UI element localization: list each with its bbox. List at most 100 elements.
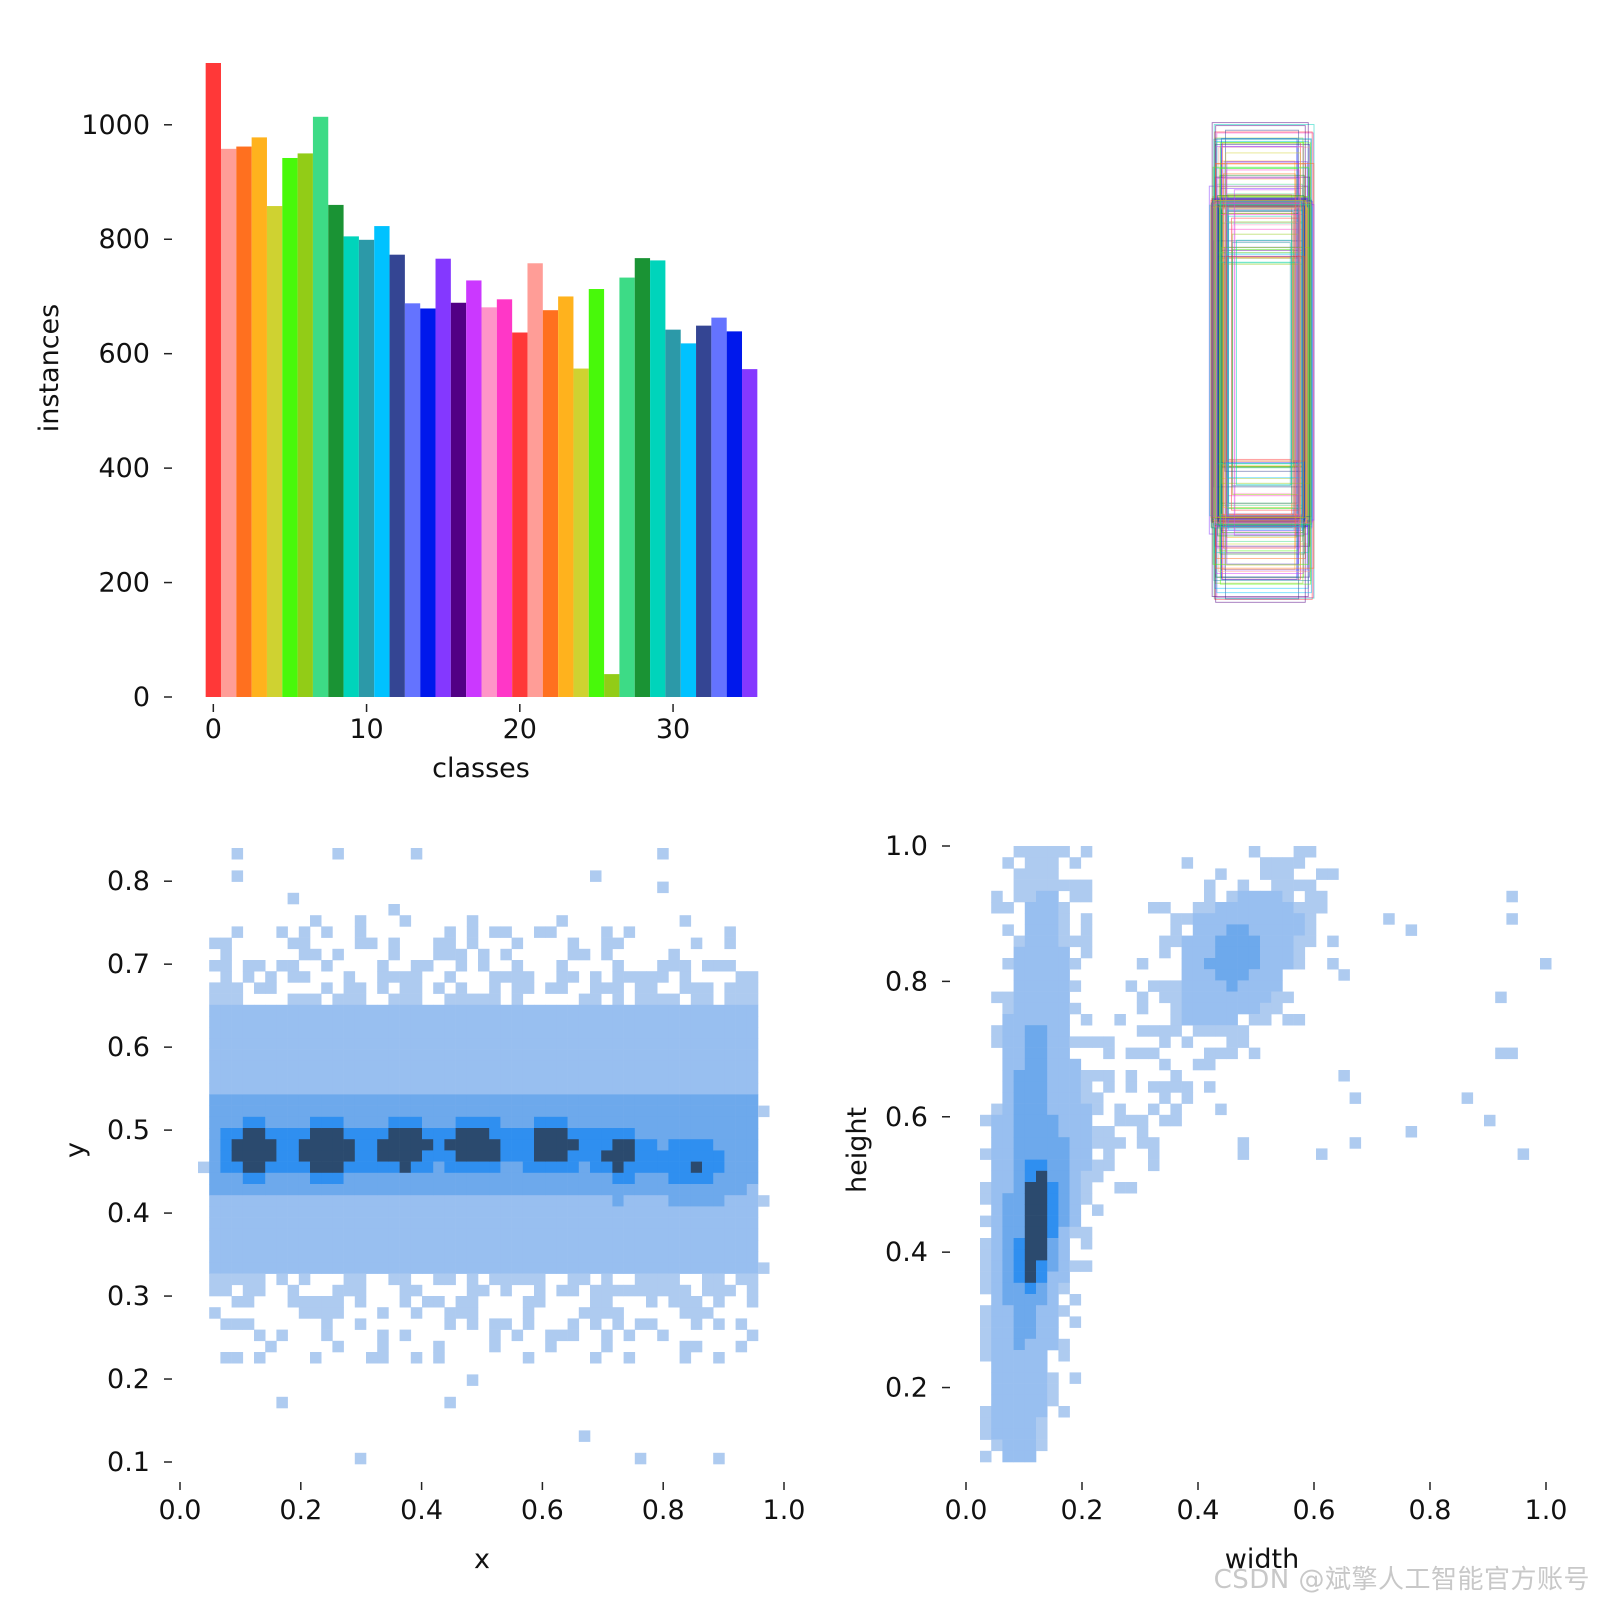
heatmap-cell — [410, 1195, 423, 1207]
heatmap-cell — [242, 1094, 255, 1106]
heatmap-cell — [377, 1217, 389, 1230]
heatmap-cell — [410, 1060, 423, 1073]
heatmap-cell — [433, 1172, 445, 1185]
heatmap-cell — [634, 1284, 647, 1297]
heatmap-cell — [276, 1184, 288, 1196]
heatmap-cell — [623, 1195, 636, 1207]
xy-heatmap-panel: 0.10.20.30.40.50.60.70.8 0.0 0.2 0.4 0.6 0.8… — [60, 848, 805, 1575]
heatmap-cell — [310, 1105, 322, 1118]
heatmap-cell — [1047, 980, 1059, 992]
heatmap-cell — [556, 1027, 568, 1039]
heatmap-cell — [1260, 980, 1272, 992]
heatmap-cell — [366, 1184, 378, 1196]
y-tick-label: 200 — [98, 568, 150, 599]
heatmap-cell — [1002, 1406, 1014, 1418]
heatmap-cell — [366, 1240, 378, 1252]
y-tick-label: 1000 — [81, 110, 150, 141]
heatmap-cell — [1293, 879, 1306, 892]
heatmap-cell — [702, 1206, 714, 1218]
heatmap-cell — [724, 993, 736, 1006]
heatmap-cell — [1002, 958, 1014, 970]
heatmap-cell — [735, 1217, 748, 1230]
heatmap-cell — [444, 1116, 456, 1129]
heatmap-cell — [1013, 969, 1026, 981]
heatmap-cell — [1069, 1002, 1082, 1015]
heatmap-cell — [556, 1217, 568, 1230]
heatmap-cell — [713, 1094, 725, 1106]
heatmap-cell — [1036, 1282, 1048, 1295]
heatmap-cell — [444, 1060, 456, 1073]
heatmap-cell — [354, 1150, 367, 1162]
y-tick-label: 0.4 — [107, 1198, 150, 1229]
heatmap-cell — [1013, 1305, 1026, 1317]
heatmap-cell — [1058, 1148, 1070, 1160]
heatmap-cell — [623, 1352, 636, 1364]
heatmap-cell — [354, 982, 367, 994]
heatmap-cell — [1047, 1148, 1059, 1160]
heatmap-cell — [489, 1116, 501, 1129]
heatmap-cell — [1013, 879, 1026, 892]
heatmap-cell — [534, 1217, 546, 1230]
heatmap-cell — [1002, 1305, 1014, 1317]
heatmap-cell — [668, 1049, 680, 1062]
heatmap-cell — [1237, 969, 1250, 981]
heatmap-cell — [601, 1049, 613, 1062]
heatmap-cell — [511, 1016, 524, 1028]
heatmap-cell — [522, 1217, 535, 1230]
heatmap-cell — [556, 1172, 568, 1185]
heatmap-cell — [1013, 1260, 1026, 1272]
heatmap-cell — [1237, 1036, 1250, 1048]
heatmap-cell — [679, 1094, 692, 1106]
heatmap-cell — [612, 1262, 624, 1274]
heatmap-cell — [388, 1072, 400, 1084]
heatmap-cell — [668, 1072, 680, 1084]
heatmap-cell — [1013, 1383, 1026, 1396]
heatmap-cell — [590, 1150, 602, 1162]
heatmap-cell — [354, 1228, 367, 1241]
heatmap-cell — [679, 1195, 692, 1207]
heatmap-cell — [343, 1116, 356, 1129]
heatmap-cell — [321, 1161, 333, 1174]
heatmap-cell — [466, 1060, 479, 1073]
heatmap-cell — [1148, 980, 1160, 992]
heatmap-cell — [410, 1284, 423, 1297]
heatmap-cell — [1024, 1215, 1037, 1228]
heatmap-cell — [354, 1083, 367, 1095]
heatmap-cell — [1047, 1058, 1059, 1071]
heatmap-cell — [646, 1004, 658, 1017]
heatmap-cell — [1024, 1092, 1037, 1104]
heatmap-cell — [702, 1251, 714, 1263]
heatmap-cell — [478, 993, 490, 1006]
heatmap-cell — [634, 1004, 647, 1017]
heatmap-cell — [466, 1217, 479, 1230]
heatmap-cell — [991, 991, 1003, 1004]
heatmap-cell — [1159, 1025, 1171, 1037]
heatmap-cell — [455, 1240, 468, 1252]
wh-y-ticks: 0.20.40.60.81.0 — [885, 831, 950, 1404]
heatmap-cell — [455, 1251, 468, 1263]
heatmap-cell — [634, 993, 647, 1006]
heatmap-cell — [679, 1340, 692, 1353]
heatmap-cell — [220, 982, 232, 994]
heatmap-cell — [500, 1116, 512, 1129]
heatmap-cell — [455, 1139, 468, 1151]
heatmap-cell — [657, 1060, 669, 1073]
heatmap-cell — [724, 1139, 736, 1151]
heatmap-cell — [276, 1240, 288, 1252]
y-tick-label: 0.8 — [107, 866, 150, 897]
heatmap-cell — [466, 915, 479, 927]
y-tick-label: 0.3 — [107, 1281, 150, 1312]
heatmap-cell — [735, 1273, 748, 1286]
heatmap-cell — [332, 1049, 344, 1062]
heatmap-cell — [209, 1206, 221, 1218]
heatmap-cell — [433, 1016, 445, 1028]
heatmap-cell — [623, 926, 636, 938]
heatmap-cell — [1282, 902, 1294, 914]
heatmap-cell — [657, 1072, 669, 1084]
class-bar — [251, 137, 267, 697]
heatmap-cell — [489, 1094, 501, 1106]
heatmap-cell — [1013, 1070, 1026, 1082]
heatmap-cell — [433, 1128, 445, 1140]
heatmap-cell — [679, 1072, 692, 1084]
heatmap-cell — [276, 926, 288, 938]
